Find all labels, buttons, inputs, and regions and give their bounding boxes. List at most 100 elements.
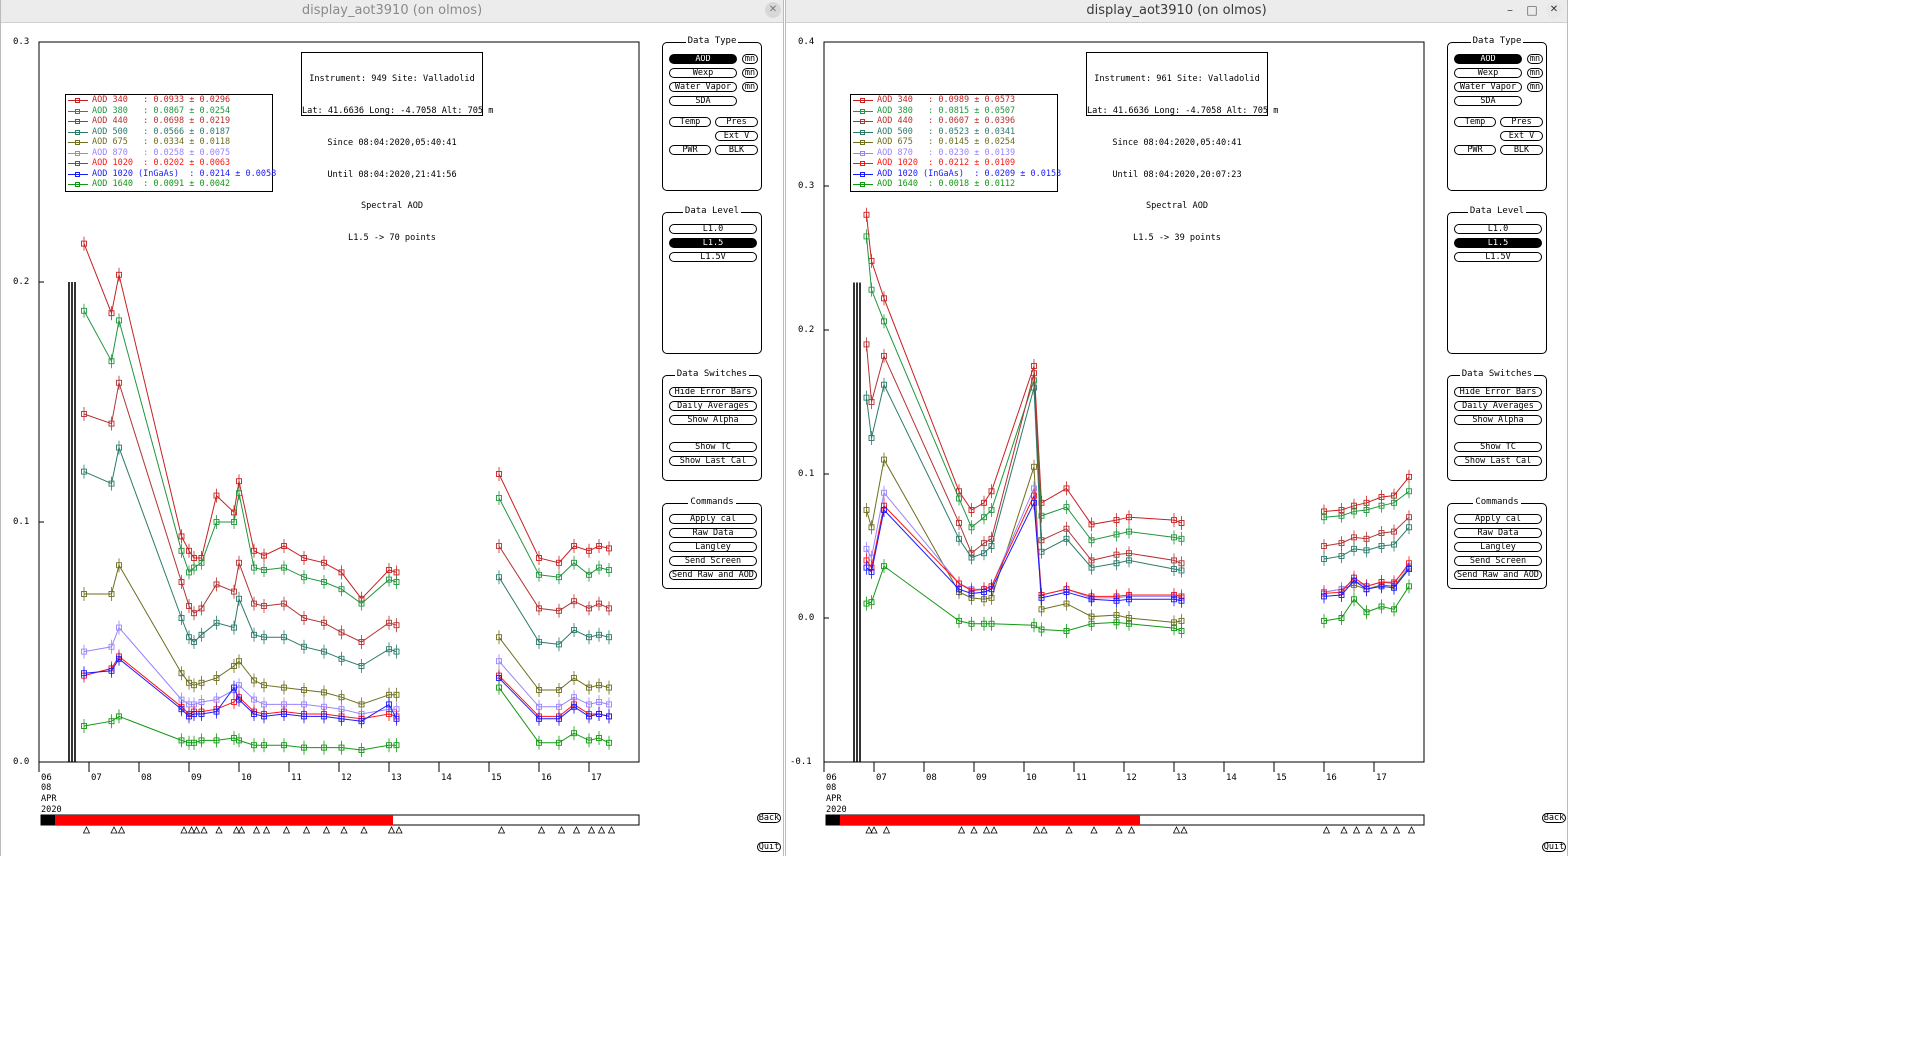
mn-button[interactable]: mn xyxy=(742,54,758,64)
show-tc-button[interactable]: Show TC xyxy=(1454,442,1542,452)
water-vapor-button[interactable]: Water Vapor xyxy=(669,82,737,92)
hide-error-bars-button[interactable]: Hide Error Bars xyxy=(1454,387,1542,397)
aod-button[interactable]: AOD xyxy=(669,54,737,64)
pwr-button[interactable]: PWR xyxy=(1454,145,1496,155)
data-point xyxy=(198,679,205,686)
pwr-button[interactable]: PWR xyxy=(669,145,711,155)
series-line xyxy=(498,545,610,612)
l10-button[interactable]: L1.0 xyxy=(1454,224,1542,234)
timeline-red-segment xyxy=(840,815,1140,825)
legend-marker xyxy=(860,108,865,114)
send-raw-and-aod-button[interactable]: Send Raw and AOD xyxy=(669,570,757,580)
panel-title: Data Level xyxy=(1467,206,1527,216)
l15-button[interactable]: L1.5 xyxy=(1454,238,1542,248)
data-point xyxy=(1126,557,1132,564)
timeline-marker xyxy=(302,826,311,834)
data-point xyxy=(1351,508,1357,515)
data-point xyxy=(1338,615,1345,621)
data-point xyxy=(571,598,577,605)
data-point xyxy=(251,711,257,717)
mn-button[interactable]: mn xyxy=(1527,68,1543,78)
daily-averages-button[interactable]: Daily Averages xyxy=(1454,401,1542,411)
quit-button[interactable]: Quit xyxy=(1542,842,1566,852)
data-point xyxy=(178,547,185,554)
send-screen-button[interactable]: Send Screen xyxy=(1454,556,1542,566)
hide-error-bars-button[interactable]: Hide Error Bars xyxy=(669,387,757,397)
chart-legend: AOD 340 : 0.0933 ± 0.0296 AOD 380 : 0.086… xyxy=(65,94,276,192)
show-alpha-button[interactable]: Show Alpha xyxy=(669,415,757,425)
maximize-icon[interactable]: □ xyxy=(1526,3,1538,17)
data-point xyxy=(536,703,542,710)
data-point xyxy=(81,723,87,729)
blk-button[interactable]: BLK xyxy=(1500,145,1543,155)
langley-button[interactable]: Langley xyxy=(669,542,757,552)
window-titlebar[interactable]: display_aot3910 (on olmos) ✕ xyxy=(1,0,783,23)
apply-cal-button[interactable]: Apply cal xyxy=(669,514,757,524)
show-last-cal-button[interactable]: Show Last Cal xyxy=(1454,456,1542,466)
aod-button[interactable]: AOD xyxy=(1454,54,1522,64)
show-alpha-button[interactable]: Show Alpha xyxy=(1454,415,1542,425)
send-screen-button[interactable]: Send Screen xyxy=(669,556,757,566)
raw-data-button[interactable]: Raw Data xyxy=(1454,528,1542,538)
extv-button[interactable]: Ext V xyxy=(1500,131,1543,141)
info-line: Since 08:04:2020,05:40:41 xyxy=(1112,137,1242,148)
data-point xyxy=(1088,596,1095,603)
back-button[interactable]: Back xyxy=(757,813,781,823)
apply-cal-button[interactable]: Apply cal xyxy=(1454,514,1542,524)
mn-button[interactable]: mn xyxy=(1527,54,1543,64)
pres-button[interactable]: Pres xyxy=(715,117,758,127)
data-point xyxy=(321,689,327,696)
data-point xyxy=(536,571,542,578)
blk-button[interactable]: BLK xyxy=(715,145,758,155)
wexp-button[interactable]: Wexp xyxy=(1454,68,1522,78)
data-point xyxy=(881,489,887,496)
temp-button[interactable]: Temp xyxy=(669,117,711,127)
data-point xyxy=(1063,485,1070,492)
legend-swatch xyxy=(68,129,88,135)
send-raw-and-aod-button[interactable]: Send Raw and AOD xyxy=(1454,570,1542,580)
daily-averages-button[interactable]: Daily Averages xyxy=(669,401,757,411)
data-point xyxy=(1088,564,1095,571)
timeline-marker xyxy=(1365,826,1373,834)
data-point xyxy=(1038,626,1045,633)
sda-button[interactable]: SDA xyxy=(669,96,737,106)
raw-data-button[interactable]: Raw Data xyxy=(669,528,757,538)
pres-button[interactable]: Pres xyxy=(1500,117,1543,127)
data-point xyxy=(231,663,237,669)
mn-button[interactable]: mn xyxy=(742,68,758,78)
langley-button[interactable]: Langley xyxy=(1454,542,1542,552)
l15v-button[interactable]: L1.5V xyxy=(669,252,757,262)
minimize-icon[interactable]: – xyxy=(1507,3,1513,17)
info-line: L1.5 -> 39 points xyxy=(1133,233,1221,244)
data-point xyxy=(1351,577,1357,584)
mn-button[interactable]: mn xyxy=(742,82,758,92)
x-tick-label: 14 xyxy=(441,773,452,783)
wexp-button[interactable]: Wexp xyxy=(669,68,737,78)
data-point xyxy=(1178,628,1185,634)
show-tc-button[interactable]: Show TC xyxy=(669,442,757,452)
temp-button[interactable]: Temp xyxy=(1454,117,1496,127)
extv-button[interactable]: Ext V xyxy=(715,131,758,141)
mn-button[interactable]: mn xyxy=(1527,82,1543,92)
legend-marker xyxy=(75,150,80,156)
close-icon[interactable]: ✕ xyxy=(1546,2,1562,18)
water-vapor-button[interactable]: Water Vapor xyxy=(1454,82,1522,92)
data-point xyxy=(281,711,287,717)
l15-button[interactable]: L1.5 xyxy=(669,238,757,248)
data-point xyxy=(251,696,257,703)
l15v-button[interactable]: L1.5V xyxy=(1454,252,1542,262)
l10-button[interactable]: L1.0 xyxy=(669,224,757,234)
data-point xyxy=(988,488,995,495)
x-tick-label: 17 xyxy=(591,773,602,783)
window-titlebar[interactable]: display_aot3910 (on olmos) – □ ✕ xyxy=(786,0,1567,23)
back-button[interactable]: Back xyxy=(1542,813,1566,823)
data-point xyxy=(321,579,327,585)
quit-button[interactable]: Quit xyxy=(757,842,781,852)
sda-button[interactable]: SDA xyxy=(1454,96,1522,106)
legend-marker xyxy=(860,150,865,156)
timeline-marker xyxy=(572,826,581,834)
data-point xyxy=(338,586,345,593)
data-point xyxy=(571,543,577,549)
show-last-cal-button[interactable]: Show Last Cal xyxy=(669,456,757,466)
close-icon[interactable]: ✕ xyxy=(765,2,781,18)
